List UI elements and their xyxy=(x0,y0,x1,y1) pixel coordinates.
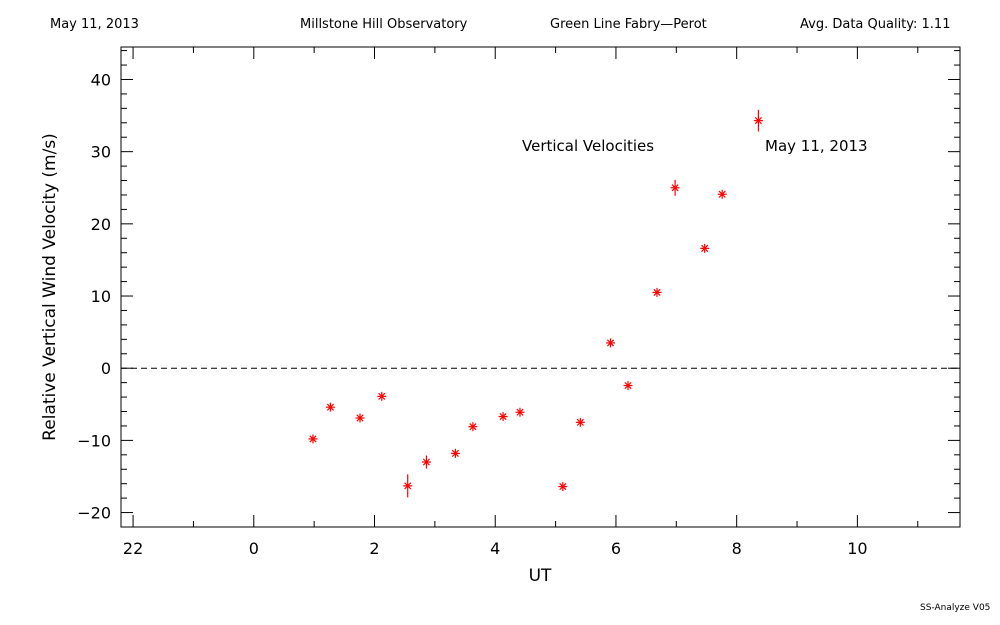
data-point xyxy=(377,391,387,401)
data-point xyxy=(403,474,413,498)
annotation-vertical-velocities: Vertical Velocities xyxy=(522,137,654,155)
data-point xyxy=(450,448,460,458)
x-tick-label: 6 xyxy=(611,539,621,558)
y-tick-label: 10 xyxy=(91,287,111,306)
data-point xyxy=(558,482,568,492)
data-point xyxy=(753,109,763,132)
annotation-date: May 11, 2013 xyxy=(765,137,868,155)
data-points xyxy=(308,109,763,498)
data-point xyxy=(355,413,365,423)
y-tick-label: 0 xyxy=(101,359,111,378)
data-point xyxy=(421,455,431,469)
data-point xyxy=(325,402,335,412)
data-point xyxy=(670,179,680,196)
header-observatory: Millstone Hill Observatory xyxy=(300,17,468,32)
y-axis-label: Relative Vertical Wind Velocity (m/s) xyxy=(40,133,60,441)
data-point xyxy=(468,422,478,432)
header-date: May 11, 2013 xyxy=(50,17,139,32)
x-axis-label: UT xyxy=(529,566,552,586)
data-point xyxy=(606,338,616,348)
axis-ticks xyxy=(121,47,960,527)
x-tick-label: 8 xyxy=(732,539,742,558)
y-tick-label: 40 xyxy=(91,70,111,89)
header-data-quality: Avg. Data Quality: 1.11 xyxy=(800,17,951,32)
y-tick-label: 20 xyxy=(91,215,111,234)
plot-frame xyxy=(120,46,961,528)
data-point xyxy=(575,417,585,427)
x-tick-label: 10 xyxy=(847,539,867,558)
data-point xyxy=(717,189,727,199)
header-instrument: Green Line Fabry—Perot xyxy=(550,17,707,32)
y-tick-label: −20 xyxy=(77,504,111,523)
data-point xyxy=(515,407,525,417)
y-tick-label: −10 xyxy=(77,431,111,450)
data-point xyxy=(623,381,633,391)
x-tick-label: 2 xyxy=(369,539,379,558)
data-point xyxy=(308,434,318,444)
x-tick-label: 22 xyxy=(123,539,143,558)
software-version: SS-Analyze V05 xyxy=(920,603,991,613)
data-point xyxy=(652,287,662,297)
data-point xyxy=(700,243,710,253)
axis-tick-labels: 22 0 2 4 6 8 10 −20 −10 0 10 20 30 40 xyxy=(77,70,867,558)
data-point xyxy=(498,412,508,422)
y-tick-label: 30 xyxy=(91,143,111,162)
x-tick-label: 0 xyxy=(249,539,259,558)
x-tick-label: 4 xyxy=(490,539,500,558)
